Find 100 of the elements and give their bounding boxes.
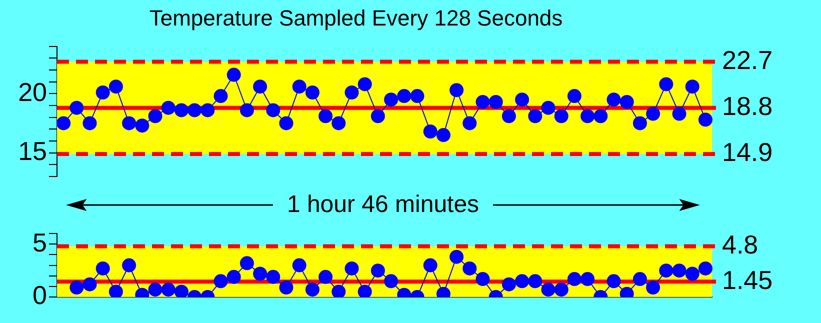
point	[646, 280, 660, 294]
point	[370, 264, 385, 278]
point	[397, 89, 412, 104]
point	[528, 109, 542, 124]
point	[594, 109, 608, 124]
point	[122, 258, 136, 272]
point	[161, 100, 176, 115]
point	[174, 284, 188, 297]
point	[266, 103, 280, 118]
ref-line-label: 4.8	[722, 229, 758, 260]
point	[450, 83, 464, 98]
point	[344, 261, 359, 276]
point	[698, 261, 712, 276]
point	[423, 124, 438, 138]
point	[567, 272, 582, 286]
y-tick-label: 5	[32, 227, 47, 258]
ref-line-label: 14.9	[722, 137, 773, 168]
point	[148, 109, 162, 124]
point	[279, 280, 294, 294]
point	[108, 284, 123, 297]
point	[70, 280, 84, 294]
point	[148, 282, 162, 297]
point	[685, 266, 700, 281]
point	[240, 103, 254, 118]
point	[476, 272, 490, 286]
point	[554, 109, 568, 124]
y-tick-label: 15	[18, 136, 47, 166]
point	[122, 116, 136, 130]
point	[56, 116, 71, 130]
point	[554, 282, 568, 297]
point	[358, 77, 372, 92]
point	[108, 80, 123, 94]
point	[384, 92, 398, 107]
point	[515, 92, 530, 107]
point	[632, 116, 647, 130]
point	[646, 106, 660, 121]
point	[370, 109, 385, 124]
point	[226, 68, 241, 82]
point	[698, 112, 712, 127]
point	[279, 116, 294, 130]
point	[332, 116, 346, 130]
point	[659, 264, 674, 278]
point	[82, 116, 97, 130]
point	[253, 80, 268, 94]
point	[344, 85, 359, 100]
point	[567, 89, 582, 104]
point	[606, 92, 621, 107]
point	[541, 282, 556, 297]
point	[410, 89, 424, 104]
point	[253, 266, 268, 281]
point	[515, 274, 530, 288]
point	[292, 80, 306, 94]
point	[82, 277, 97, 292]
point	[305, 282, 320, 297]
chart-title: Temperature Sampled Every 128 Seconds	[149, 5, 563, 30]
point	[580, 109, 595, 124]
point	[188, 103, 202, 118]
point	[96, 261, 110, 276]
point	[450, 250, 464, 264]
point	[174, 103, 188, 118]
point	[266, 270, 280, 284]
point	[476, 94, 490, 109]
point	[502, 277, 516, 292]
point	[318, 270, 333, 284]
ref-line-label: 1.45	[722, 264, 773, 295]
y-tick-label: 20	[18, 76, 47, 107]
point	[384, 274, 398, 288]
point	[423, 258, 438, 272]
point	[541, 100, 556, 115]
point	[292, 258, 306, 272]
point	[436, 128, 450, 142]
text: 1 hour 46 minutes	[286, 191, 480, 219]
point	[200, 103, 215, 118]
point	[240, 256, 254, 270]
point	[226, 270, 241, 284]
point	[462, 261, 477, 276]
point	[685, 80, 700, 94]
point	[502, 109, 516, 124]
ref-line-label: 22.7	[722, 44, 773, 75]
point	[580, 272, 595, 286]
point	[214, 89, 228, 104]
point	[135, 118, 150, 133]
y-tick-label: 0	[32, 280, 47, 310]
ref-line-label: 18.8	[722, 91, 773, 122]
point	[462, 116, 477, 130]
point	[606, 274, 621, 288]
point	[305, 85, 320, 100]
point	[488, 94, 503, 109]
point	[358, 284, 372, 297]
point	[332, 284, 346, 297]
point	[620, 94, 634, 109]
point	[632, 272, 647, 286]
point	[659, 77, 674, 92]
point	[214, 274, 228, 288]
point	[318, 109, 333, 124]
point	[161, 282, 176, 297]
point	[528, 274, 542, 288]
point	[672, 264, 686, 278]
point	[672, 106, 686, 121]
point	[96, 85, 110, 100]
